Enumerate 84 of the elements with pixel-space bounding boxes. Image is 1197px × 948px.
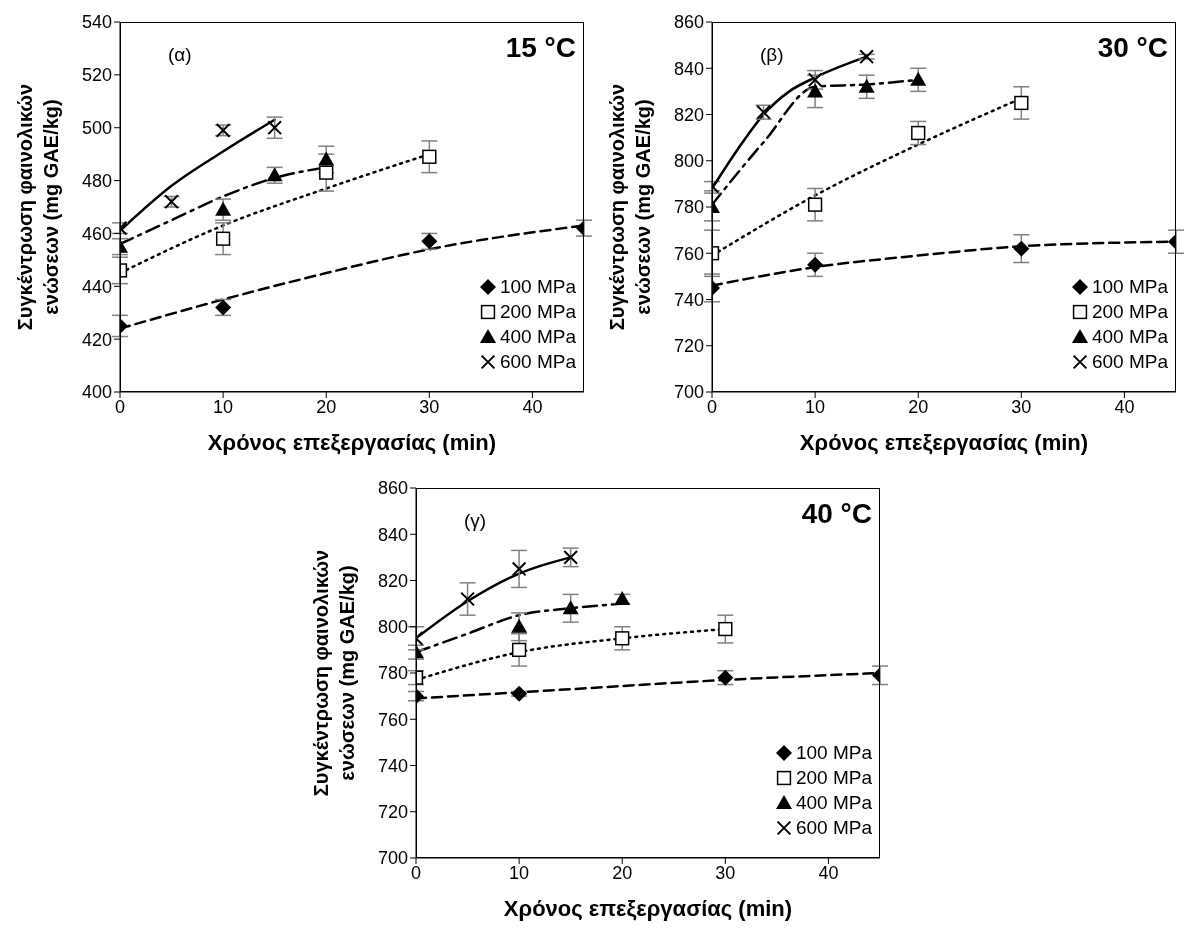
y-axis-title: Συγκέντρωση φαινολικών ενώσεων (mg GAE/kg) (309, 548, 359, 799)
y-tick-label: 440 (81, 276, 112, 297)
x-tick-label: 0 (410, 862, 422, 883)
legend-label: 100 MPa (1091, 275, 1168, 299)
point (859, 49, 875, 65)
y-tick-label: 820 (377, 570, 408, 591)
x-tick-label: 10 (213, 396, 234, 417)
y-tick-label: 860 (377, 478, 408, 499)
legend-label: 400 MPa (795, 791, 872, 815)
legend-label: 400 MPa (1091, 325, 1168, 349)
y-tick-label: 720 (673, 336, 704, 357)
y-tick-label: 700 (673, 382, 704, 403)
legend-label: 200 MPa (795, 766, 872, 790)
legend-label: 600 MPa (499, 350, 576, 374)
y-tick-label: 720 (377, 802, 408, 823)
x-tick-label: 10 (509, 862, 530, 883)
y-tick-label: 480 (81, 170, 112, 191)
y-tick-label: 460 (81, 223, 112, 244)
point (858, 78, 875, 93)
x-tick-label: 40 (818, 862, 839, 883)
annotation: 40 °C (801, 498, 872, 530)
y-tick-label: 500 (81, 118, 112, 139)
annotation: (γ) (464, 510, 487, 532)
x-tick-label: 30 (1011, 396, 1032, 417)
point (562, 600, 579, 615)
x-tick-label: 20 (612, 862, 633, 883)
y-tick-label: 740 (377, 755, 408, 776)
x-tick-label: 30 (419, 396, 440, 417)
point (718, 621, 733, 637)
x-tick-label: 20 (908, 396, 929, 417)
legend-label: 200 MPa (1091, 300, 1168, 324)
y-axis-title: Συγκέντρωση φαινολικών ενώσεων (mg GAE/kg) (13, 82, 63, 333)
annotation: 30 °C (1097, 32, 1168, 64)
x-axis-title: Χρόνος επεξεργασίας (min) (502, 896, 794, 922)
y-tick-label: 740 (673, 289, 704, 310)
y-tick-label: 420 (81, 329, 112, 350)
x-tick-label: 30 (715, 862, 736, 883)
x-tick-label: 10 (805, 396, 826, 417)
y-tick-label: 800 (377, 617, 408, 638)
point (911, 125, 926, 141)
point (215, 231, 231, 246)
legend-label: 100 MPa (795, 741, 872, 765)
legend-label: 200 MPa (499, 300, 576, 324)
y-tick-label: 780 (673, 197, 704, 218)
y-tick-label: 840 (673, 58, 704, 79)
point (615, 631, 630, 646)
x-tick-label: 0 (706, 396, 718, 417)
point (511, 642, 527, 658)
point (319, 165, 334, 180)
annotation: (β) (760, 44, 784, 66)
y-tick-label: 760 (377, 709, 408, 730)
point (511, 618, 528, 633)
y-tick-label: 760 (673, 243, 704, 264)
legend-label: 600 MPa (795, 816, 872, 840)
y-tick-label: 700 (377, 848, 408, 869)
annotation: (α) (168, 44, 192, 66)
legend-label: 600 MPa (1091, 350, 1168, 374)
y-tick-label: 800 (673, 151, 704, 172)
point (807, 83, 824, 98)
y-tick-label: 820 (673, 104, 704, 125)
point (318, 151, 335, 166)
y-tick-label: 780 (377, 663, 408, 684)
point (511, 561, 527, 577)
point (422, 149, 437, 164)
x-tick-label: 40 (1114, 396, 1135, 417)
x-axis-title: Χρόνος επεξεργασίας (min) (798, 430, 1090, 456)
x-tick-label: 20 (316, 396, 337, 417)
legend-label: 100 MPa (499, 275, 576, 299)
legend-label: 400 MPa (499, 325, 576, 349)
point (1014, 95, 1029, 111)
y-tick-label: 520 (81, 65, 112, 86)
x-axis-title: Χρόνος επεξεργασίας (min) (206, 430, 498, 456)
point (215, 201, 232, 216)
y-tick-label: 400 (81, 382, 112, 403)
point (910, 71, 927, 86)
x-tick-label: 40 (522, 396, 543, 417)
point (807, 197, 823, 212)
x-tick-label: 0 (114, 396, 126, 417)
annotation: 15 °C (505, 32, 576, 64)
y-tick-label: 840 (377, 524, 408, 545)
point (267, 120, 283, 136)
y-tick-label: 540 (81, 12, 112, 33)
y-axis-title: Συγκέντρωση φαινολικών ενώσεων (mg GAE/kg) (605, 82, 655, 333)
y-tick-label: 860 (673, 12, 704, 33)
